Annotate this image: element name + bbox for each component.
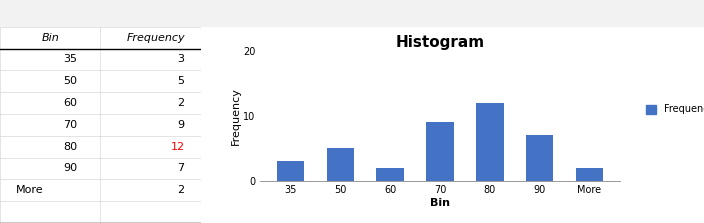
- Text: G: G: [91, 10, 99, 20]
- Text: 50: 50: [63, 76, 77, 86]
- Text: I: I: [234, 10, 237, 20]
- Text: L: L: [434, 10, 439, 20]
- Text: 3: 3: [177, 54, 184, 64]
- Text: K: K: [366, 10, 373, 20]
- Bar: [377, 168, 404, 181]
- Text: M: M: [498, 10, 508, 20]
- Y-axis label: Frequency: Frequency: [230, 87, 241, 145]
- Title: Histogram: Histogram: [396, 35, 484, 50]
- Text: Frequency: Frequency: [127, 33, 186, 43]
- Text: 90: 90: [63, 163, 77, 173]
- Bar: [476, 103, 503, 181]
- Text: More: More: [16, 185, 44, 195]
- Text: 60: 60: [63, 98, 77, 108]
- Bar: [576, 168, 603, 181]
- Text: 80: 80: [63, 142, 77, 152]
- Text: 12: 12: [170, 142, 184, 152]
- Text: 9: 9: [177, 120, 184, 130]
- Legend: Frequency: Frequency: [642, 101, 704, 118]
- Text: 70: 70: [63, 120, 77, 130]
- Text: C: C: [643, 10, 652, 20]
- Text: 7: 7: [177, 163, 184, 173]
- Bar: [327, 148, 354, 181]
- Text: J: J: [301, 10, 304, 20]
- Text: 35: 35: [63, 54, 77, 64]
- X-axis label: Bin: Bin: [430, 198, 450, 208]
- Bar: [526, 135, 553, 181]
- Text: 5: 5: [177, 76, 184, 86]
- Text: 2: 2: [177, 98, 184, 108]
- Text: F: F: [28, 10, 35, 20]
- Bar: [427, 122, 453, 181]
- Text: Bin: Bin: [42, 33, 59, 43]
- Text: H: H: [165, 10, 173, 20]
- Bar: [277, 161, 304, 181]
- Text: N: N: [566, 10, 574, 20]
- Text: 2: 2: [177, 185, 184, 195]
